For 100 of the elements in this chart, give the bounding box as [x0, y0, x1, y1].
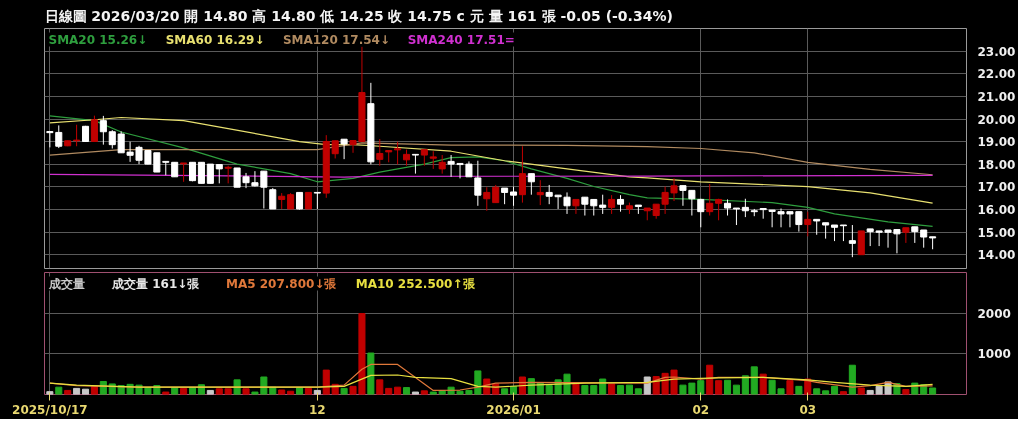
bar — [46, 391, 54, 395]
candlestick — [483, 186, 491, 212]
bar — [741, 375, 749, 395]
candlestick — [599, 194, 607, 215]
text: MA5 207.800↓張 — [226, 276, 338, 291]
line-series — [49, 142, 934, 176]
bar — [242, 388, 250, 395]
bar — [786, 380, 794, 395]
bar — [732, 384, 740, 395]
y-tick-label: 21.00 — [977, 89, 1016, 104]
bar — [572, 383, 580, 395]
bar — [206, 389, 214, 395]
bar — [831, 385, 839, 395]
bar — [64, 389, 72, 395]
bar — [233, 379, 241, 395]
bar — [839, 391, 847, 395]
candlestick — [394, 141, 402, 165]
bar — [180, 387, 188, 395]
candlestick — [768, 209, 776, 228]
bar — [394, 386, 402, 395]
candlestick — [215, 164, 223, 184]
bar — [278, 389, 286, 395]
bar — [322, 369, 330, 395]
y-tick-label: 23.00 — [977, 44, 1016, 59]
y-tick-label: 2000 — [977, 306, 1011, 321]
x-tick-label: 2026/01 — [486, 402, 541, 417]
bar — [822, 390, 830, 395]
bar — [224, 388, 232, 395]
bar — [608, 383, 616, 395]
candlestick — [572, 198, 580, 215]
bar — [857, 387, 865, 395]
bar — [813, 388, 821, 395]
y-tick-label: 20.00 — [977, 112, 1016, 127]
bar — [706, 364, 714, 395]
candlestick — [509, 186, 518, 207]
candlestick — [527, 173, 535, 196]
text: MA10 252.500↑張 — [355, 276, 476, 291]
candlestick — [340, 138, 348, 160]
candlestick — [438, 154, 446, 175]
candlestick — [411, 153, 419, 175]
x-tick-label: 2025/10/17 — [12, 402, 88, 417]
bar — [625, 384, 633, 395]
candlestick — [73, 124, 81, 147]
candlestick — [474, 160, 482, 207]
bar — [724, 379, 732, 395]
candlestick — [518, 145, 526, 204]
y-tick-label: 19.00 — [977, 135, 1016, 150]
candlestick — [857, 230, 865, 256]
y-tick-label: 15.00 — [977, 225, 1016, 240]
bar — [215, 388, 223, 395]
text: 成交量 161↓張 — [111, 276, 201, 291]
bar — [634, 388, 642, 395]
text: SMA20 15.26↓ — [48, 32, 148, 47]
candlestick — [197, 161, 205, 184]
bar — [759, 373, 767, 395]
y-tick-label: 17.00 — [977, 180, 1016, 195]
candlestick — [180, 162, 188, 183]
bar — [376, 379, 384, 395]
candlestick — [99, 115, 107, 146]
bar — [108, 383, 116, 395]
y-tick-label: 18.00 — [977, 157, 1016, 172]
candlestick — [804, 211, 812, 237]
line-series — [49, 115, 934, 227]
chart-title: 日線圖 2026/03/20 開 14.80 高 14.80 低 14.25 收 14.75 c 元 量 161 張 -0.05 (-0.34%) — [44, 7, 673, 24]
chart-title: 成交量 — [47, 276, 85, 291]
bar — [304, 387, 312, 395]
bar — [902, 389, 910, 395]
bar — [385, 387, 393, 395]
candlestick — [536, 179, 544, 206]
bar — [750, 366, 758, 395]
candlestick — [697, 198, 705, 228]
candlestick — [706, 183, 714, 217]
candlestick — [563, 191, 571, 215]
bar — [411, 391, 419, 395]
candlestick — [902, 227, 910, 244]
bar — [420, 390, 428, 395]
bar — [617, 385, 625, 395]
bar — [715, 380, 723, 395]
candlestick — [269, 187, 277, 210]
candlestick — [608, 194, 616, 215]
y-tick-label: 22.00 — [977, 67, 1016, 82]
y-tick-label: 1000 — [977, 347, 1011, 362]
y-tick-label: 16.00 — [977, 203, 1016, 218]
y-tick-label: 14.00 — [977, 248, 1016, 263]
x-tick-label: 03 — [799, 402, 817, 417]
text: SMA120 17.54↓ — [282, 32, 391, 47]
candlestick — [376, 138, 384, 167]
candlestick — [108, 129, 116, 149]
bar — [501, 388, 509, 395]
candlestick — [759, 208, 767, 220]
bar — [340, 387, 348, 395]
bar — [429, 391, 437, 395]
line-series — [49, 374, 934, 388]
bar — [367, 352, 375, 395]
candlestick — [848, 224, 856, 258]
candlestick — [90, 115, 98, 143]
candlestick — [206, 163, 214, 184]
text: SMA60 16.29↓ — [165, 32, 265, 47]
bar — [402, 387, 411, 395]
text: SMA240 17.51= — [407, 32, 515, 47]
